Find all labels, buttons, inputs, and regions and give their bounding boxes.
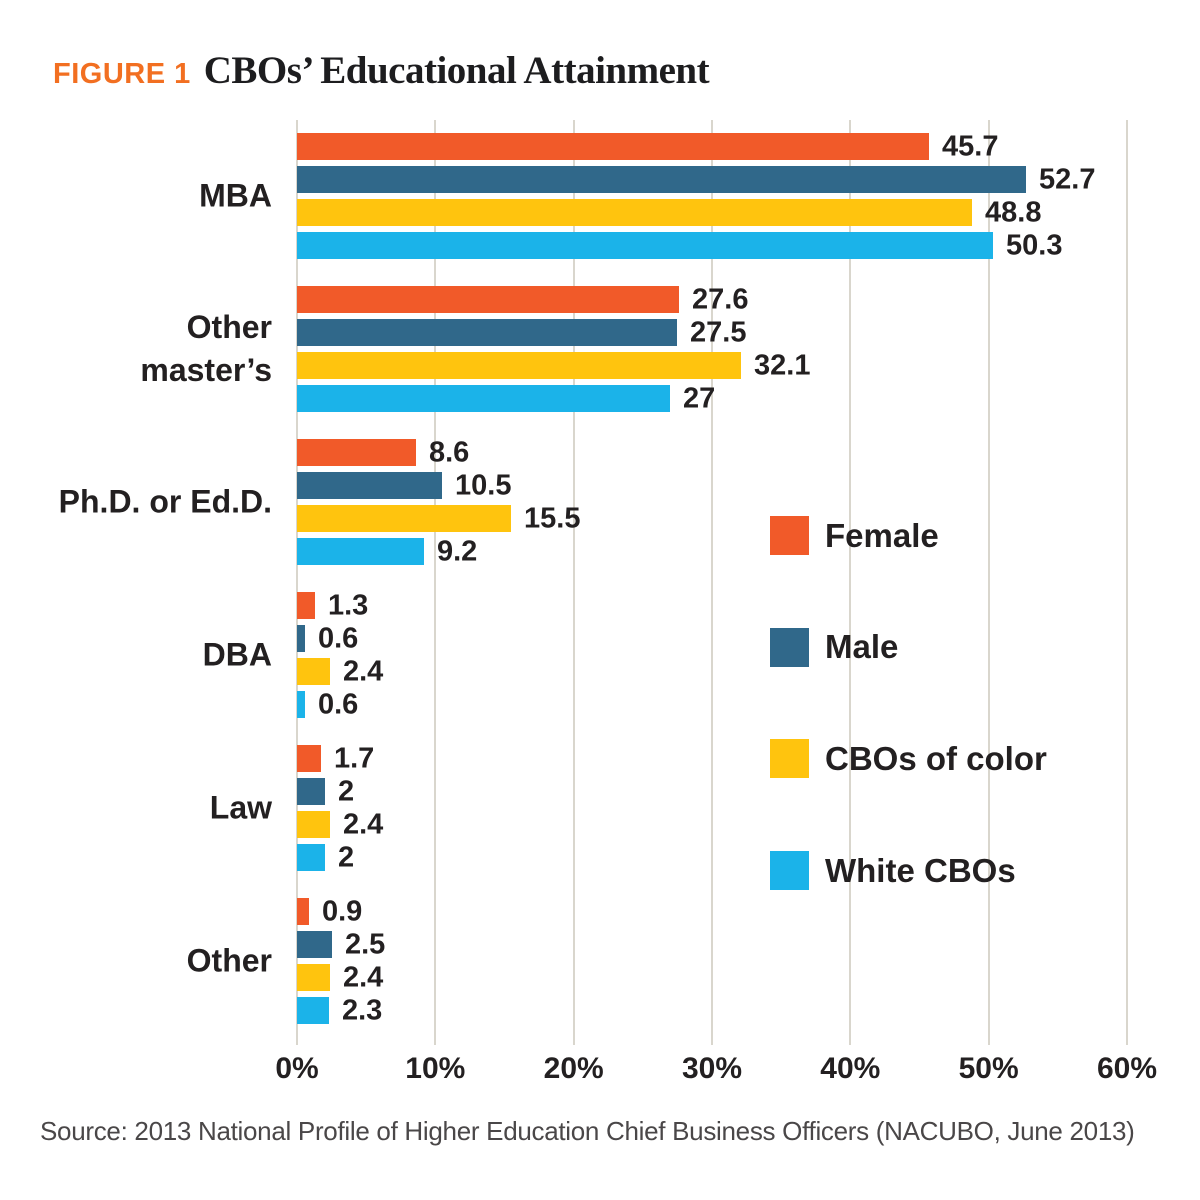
- bar-female: [297, 592, 315, 619]
- source-caption: Source: 2013 National Profile of Higher …: [40, 1116, 1135, 1146]
- category-label: Ph.D. or Ed.D.: [58, 483, 272, 520]
- bar-value-label: 15.5: [524, 502, 581, 534]
- bar-value-label: 2.3: [342, 994, 383, 1026]
- category-label: Law: [209, 789, 272, 826]
- bar-cbos-of-color: [297, 352, 741, 379]
- bar-value-label: 10.5: [455, 469, 512, 501]
- figure-kicker: FIGURE 1: [53, 58, 191, 90]
- bar-value-label: 0.6: [318, 622, 359, 654]
- bar-male: [297, 166, 1026, 193]
- bar-white-cbos: [297, 844, 325, 871]
- legend-swatch-male: [770, 627, 809, 667]
- bar-value-label: 2.4: [343, 655, 384, 687]
- bar-value-label: 50.3: [1006, 229, 1063, 261]
- bar-white-cbos: [297, 538, 424, 565]
- bar-female: [297, 133, 929, 160]
- bar-female: [297, 745, 321, 772]
- bar-male: [297, 931, 332, 958]
- legend-swatch-female: [770, 516, 809, 555]
- bar-value-label: 1.7: [334, 742, 375, 774]
- bar-value-label: 0.6: [318, 688, 359, 720]
- category-label: DBA: [202, 636, 272, 673]
- gridline: [296, 120, 298, 1045]
- x-axis-tick-label: 50%: [958, 1052, 1019, 1085]
- bar-male: [297, 319, 677, 346]
- bar-white-cbos: [297, 385, 670, 412]
- bar-cbos-of-color: [297, 505, 511, 532]
- gridline: [987, 120, 990, 1045]
- bar-male: [297, 778, 325, 805]
- category-label: Other master’s: [140, 309, 272, 388]
- figure-title: CBOs’ Educational Attainment: [203, 49, 710, 92]
- bar-value-label: 27.5: [690, 316, 747, 348]
- category-label: MBA: [199, 177, 272, 214]
- gridline: [572, 120, 575, 1045]
- gridline: [1125, 120, 1128, 1045]
- bar-value-label: 9.2: [437, 535, 478, 567]
- bar-female: [297, 286, 679, 313]
- legend-swatch-white-cbos: [770, 851, 809, 891]
- gridline: [710, 120, 713, 1045]
- x-axis-tick-label: 20%: [543, 1052, 604, 1085]
- bar-cbos-of-color: [297, 964, 330, 991]
- legend-swatch-cbos-of-color: [770, 739, 809, 779]
- bar-value-label: 2.4: [343, 961, 384, 993]
- bar-value-label: 52.7: [1039, 163, 1096, 195]
- bar-white-cbos: [297, 997, 329, 1024]
- legend-label: White CBOs: [825, 851, 1016, 889]
- bar-value-label: 1.3: [328, 589, 369, 621]
- gridline: [434, 120, 437, 1045]
- bar-value-label: 2: [338, 841, 355, 873]
- bar-cbos-of-color: [297, 658, 330, 685]
- x-axis-tick-label: 30%: [681, 1052, 743, 1085]
- bar-value-label: 2.5: [345, 928, 386, 960]
- category-label: Other: [186, 942, 272, 979]
- bar-value-label: 0.9: [322, 895, 363, 927]
- bar-cbos-of-color: [297, 811, 330, 838]
- bar-value-label: 45.7: [942, 130, 999, 162]
- bar-value-label: 27: [683, 382, 716, 414]
- bar-value-label: 27.6: [692, 283, 749, 315]
- gridline: [849, 120, 852, 1045]
- bar-white-cbos: [297, 232, 993, 259]
- bar-male: [297, 472, 442, 499]
- bar-white-cbos: [297, 691, 305, 718]
- bar-value-label: 48.8: [985, 196, 1042, 228]
- x-axis-tick-label: 10%: [405, 1052, 466, 1085]
- bar-value-label: 2.4: [343, 808, 384, 840]
- legend-label: Male: [825, 628, 899, 666]
- figure-header: FIGURE 1 CBOs’ Educational Attainment: [53, 48, 710, 93]
- x-axis-tick-label: 0%: [275, 1052, 319, 1085]
- bar-female: [297, 898, 309, 925]
- bar-female: [297, 439, 416, 466]
- bar-value-label: 32.1: [754, 349, 811, 381]
- bar-value-label: 8.6: [429, 436, 470, 468]
- legend-label: CBOs of color: [825, 739, 1047, 777]
- bar-male: [297, 625, 305, 652]
- bar-value-label: 2: [338, 775, 355, 807]
- legend-label: Female: [825, 516, 939, 554]
- x-axis-tick-label: 40%: [820, 1052, 881, 1085]
- bar-cbos-of-color: [297, 199, 972, 226]
- x-axis-tick-label: 60%: [1096, 1052, 1157, 1085]
